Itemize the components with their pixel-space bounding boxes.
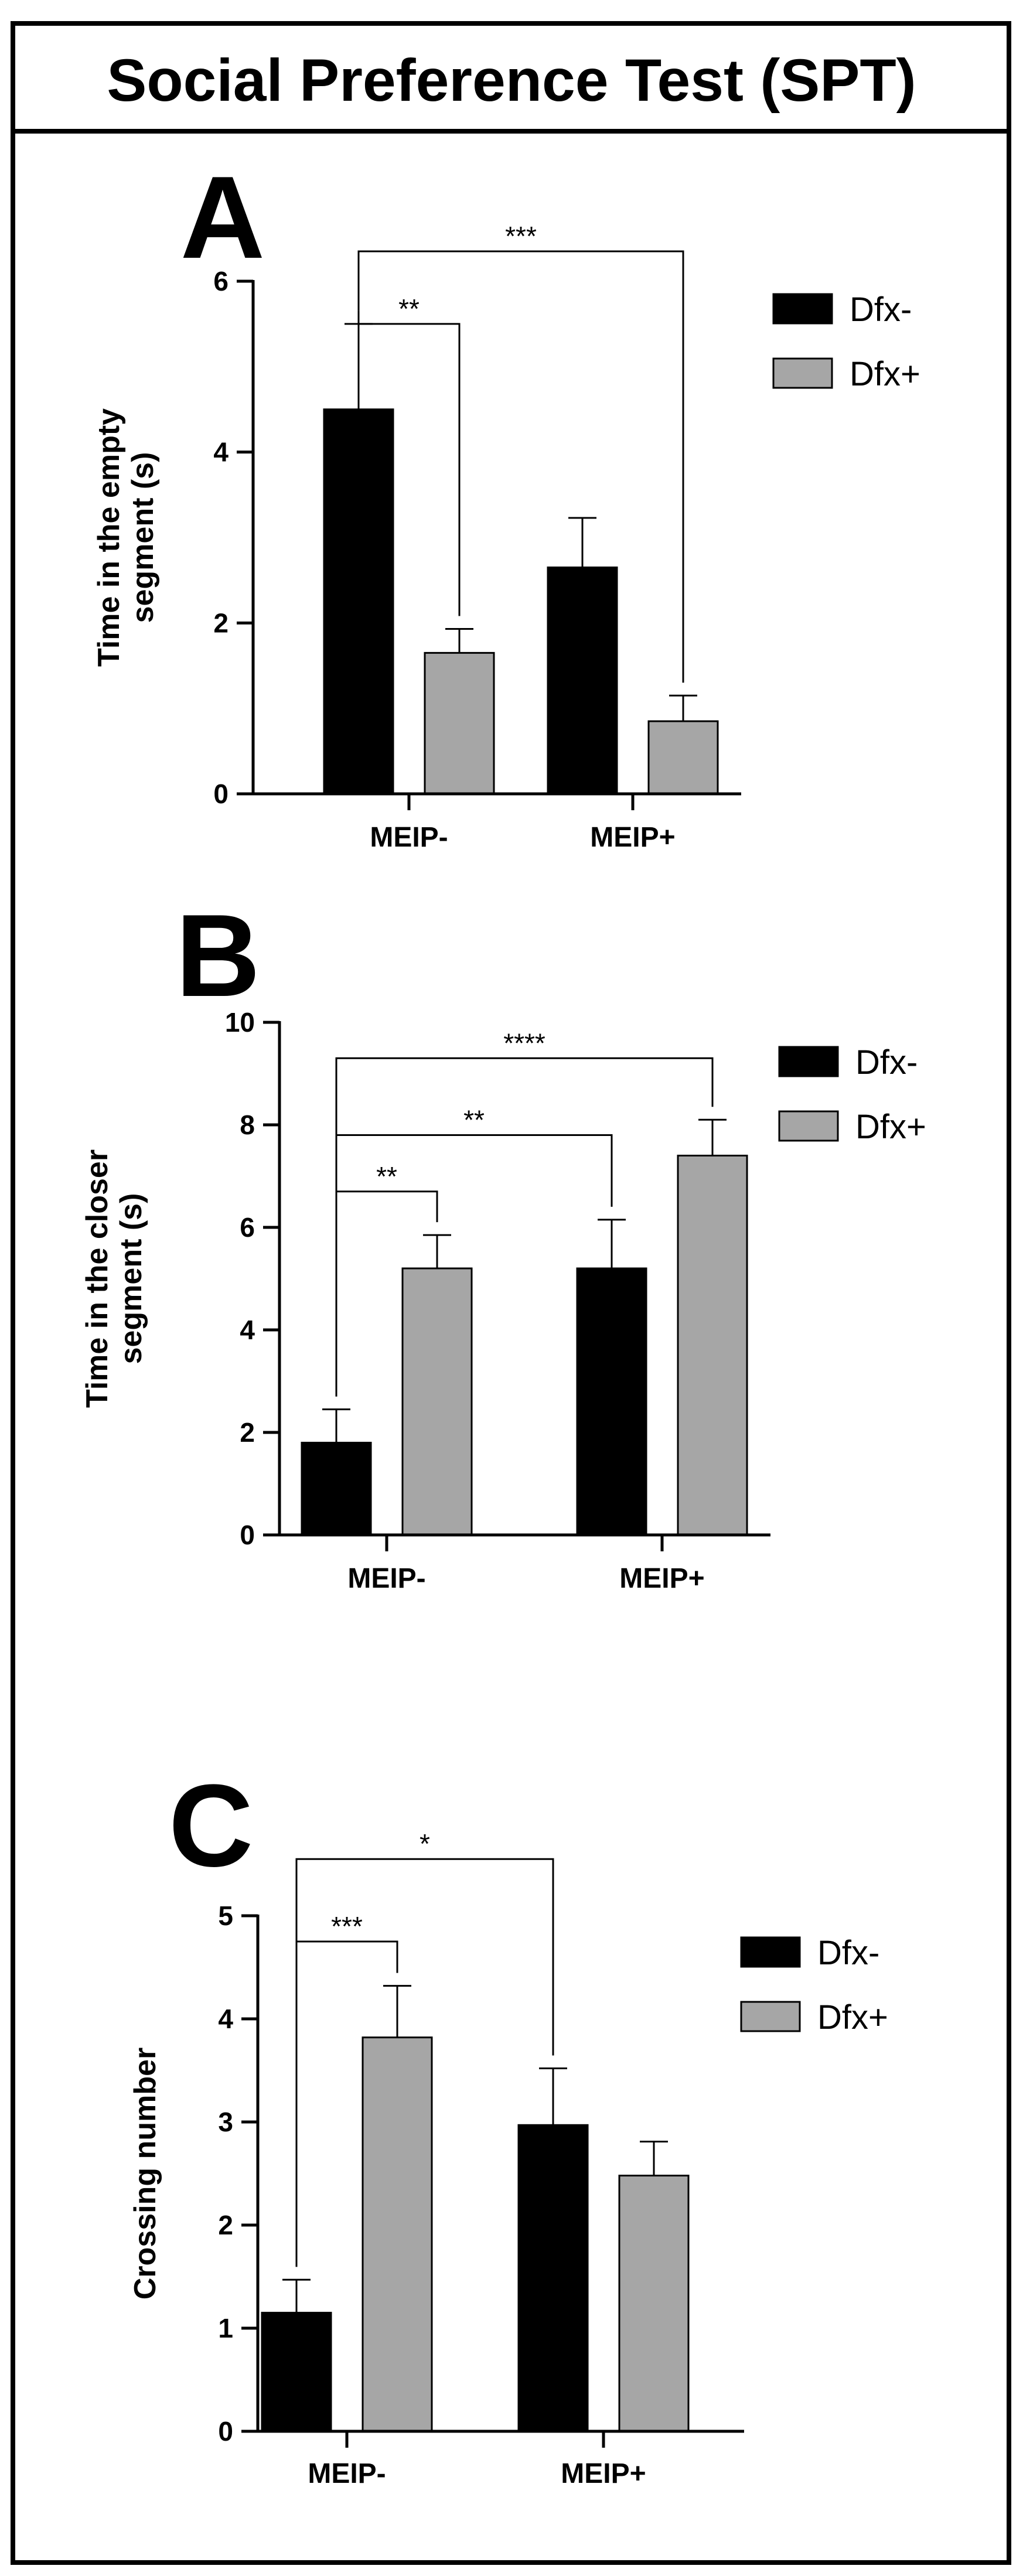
legend-swatch — [778, 1046, 839, 1077]
legend-swatch — [740, 1936, 801, 1968]
y-tick-label: 6 — [213, 266, 229, 296]
legend-label: Dfx- — [855, 1043, 918, 1081]
legend-swatch — [778, 1110, 839, 1142]
significance-label: *** — [331, 1911, 363, 1942]
chart-panel-b: B Time in the closersegment (s) 0 2 4 6 8 10 MEI… — [80, 890, 926, 1594]
bar-dfx-minus-meip — [547, 567, 618, 795]
significance-bracket — [357, 311, 461, 616]
bar-dfx-plus-meip — [401, 1267, 473, 1536]
y-tick-label: 2 — [218, 2210, 233, 2240]
bar-dfx-minus-meip — [576, 1267, 647, 1536]
significance-label: * — [420, 1828, 430, 1859]
legend-label: Dfx+ — [817, 1998, 888, 2036]
y-axis-label: Time in the closersegment (s) — [80, 1149, 148, 1408]
bar-dfx-plus-meip — [647, 720, 719, 795]
bar-dfx-plus-meip — [677, 1155, 748, 1536]
y-tick-label: 4 — [213, 437, 229, 468]
y-tick-label: 0 — [218, 2416, 233, 2447]
y-tick-label: 0 — [240, 1520, 255, 1550]
significance-bracket — [357, 250, 684, 683]
significance-label: ** — [463, 1105, 485, 1135]
y-tick-label: 2 — [213, 608, 229, 638]
y-axis-label: Time in the emptysegment (s) — [92, 408, 160, 667]
y-axis-label-line: Time in the empty — [92, 408, 126, 667]
legend-swatch — [772, 357, 833, 389]
chart-panel-a: A Time in the emptysegment (s) 0 2 4 6 MEIP- ME… — [92, 152, 920, 853]
panel-letter: B — [176, 890, 260, 1021]
y-axis-label-line: segment (s) — [114, 1193, 148, 1364]
figure-frame — [11, 21, 1011, 2565]
y-axis-label: Crossing number — [128, 2048, 162, 2300]
significance-label: ** — [398, 294, 420, 324]
legend-swatch — [740, 2001, 801, 2032]
y-tick-label: 3 — [218, 2107, 233, 2137]
x-category-label: MEIP+ — [590, 822, 675, 853]
y-tick-label: 0 — [213, 779, 229, 809]
y-axis-label-line: Crossing number — [128, 2048, 162, 2300]
legend-label: Dfx- — [817, 1934, 879, 1972]
x-category-label: MEIP- — [370, 822, 448, 853]
bar-dfx-minus-meip — [261, 2312, 332, 2432]
legend-label: Dfx+ — [855, 1108, 926, 1146]
y-tick-label: 5 — [218, 1901, 233, 1931]
legend-swatch — [772, 293, 833, 325]
significance-label: ** — [376, 1161, 397, 1192]
y-tick-label: 4 — [240, 1315, 255, 1345]
panel-letter: A — [180, 152, 265, 283]
y-tick-label: 6 — [240, 1212, 255, 1243]
x-category-label: MEIP+ — [619, 1563, 704, 1594]
y-tick-label: 4 — [218, 2004, 233, 2034]
significance-label: **** — [503, 1028, 545, 1058]
x-category-label: MEIP- — [347, 1563, 425, 1594]
y-tick-label: 8 — [240, 1110, 255, 1140]
panel-letter: C — [169, 1760, 253, 1891]
legend-label: Dfx- — [850, 291, 912, 329]
bar-dfx-minus-meip — [301, 1442, 372, 1536]
bar-dfx-plus-meip — [362, 2036, 433, 2432]
bar-dfx-plus-meip — [618, 2175, 690, 2432]
bar-dfx-minus-meip — [323, 408, 394, 795]
figure-title: Social Preference Test (SPT) — [107, 47, 916, 114]
bar-dfx-plus-meip — [424, 651, 495, 795]
bar-dfx-minus-meip — [517, 2124, 589, 2432]
y-axis-label-line: Time in the closer — [80, 1149, 114, 1408]
y-tick-label: 2 — [240, 1417, 255, 1448]
significance-bracket — [295, 1858, 554, 2267]
significance-bracket — [335, 1057, 714, 1397]
significance-label: *** — [505, 221, 537, 251]
legend-label: Dfx+ — [850, 355, 920, 393]
x-category-label: MEIP- — [308, 2458, 386, 2489]
y-tick-label: 1 — [218, 2313, 233, 2343]
x-category-label: MEIP+ — [561, 2458, 646, 2489]
y-axis-label-line: segment (s) — [126, 452, 160, 623]
y-tick-label: 10 — [225, 1007, 255, 1038]
